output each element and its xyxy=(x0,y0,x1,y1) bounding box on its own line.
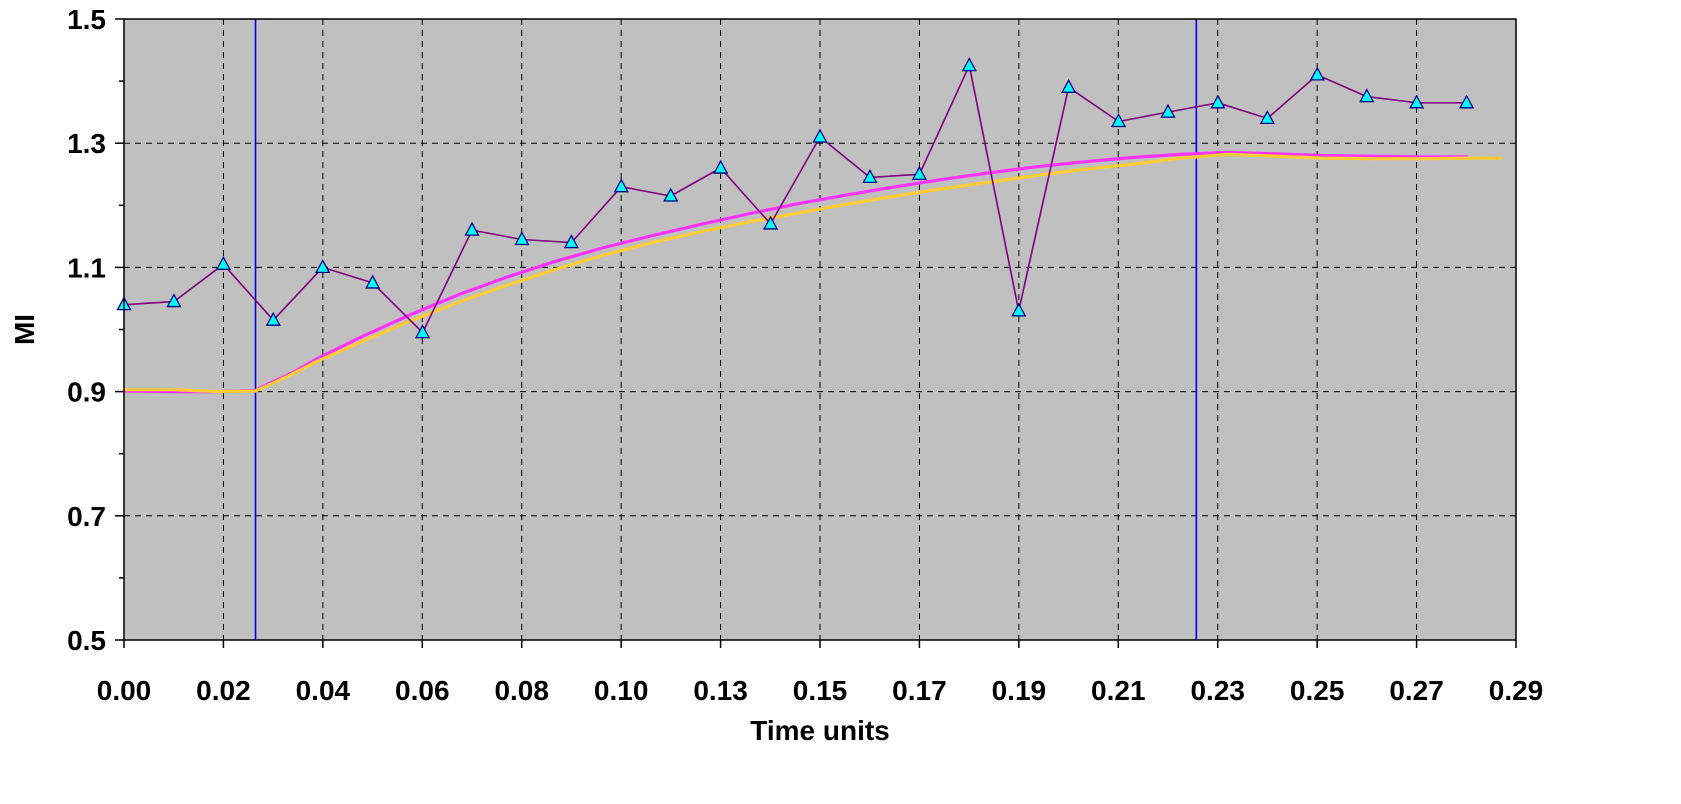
data-point xyxy=(911,165,927,180)
data-point xyxy=(166,293,182,308)
series-line xyxy=(123,64,1467,334)
x-tick-label: 0.27 xyxy=(1389,675,1444,706)
y-tick-label: 1.3 xyxy=(67,128,106,159)
x-tick-label: 0.15 xyxy=(793,675,848,706)
data-point xyxy=(514,231,530,246)
x-axis-title: Time units xyxy=(750,715,890,746)
data-point xyxy=(265,311,281,326)
data-point xyxy=(1061,78,1077,93)
axes: 0.00 0.02 0.04 0.06 0.08 0.10 0.13 0.15 0.17 0.19… xyxy=(67,4,1543,706)
x-tick-label: 0.13 xyxy=(693,675,748,706)
y-axis-title: MI xyxy=(9,314,40,345)
x-tick-label: 0.23 xyxy=(1190,675,1245,706)
y-tick-label: 0.9 xyxy=(67,377,106,408)
data-point xyxy=(1409,94,1425,109)
data-point xyxy=(414,324,431,339)
x-tick-label: 0.19 xyxy=(992,675,1047,706)
data-point xyxy=(365,274,381,289)
x-tick-label: 0.04 xyxy=(296,675,351,706)
y-tick-label: 1.1 xyxy=(67,252,106,283)
data-point xyxy=(613,178,629,193)
x-tick-label: 0.00 xyxy=(97,675,152,706)
y-tick-label: 1.5 xyxy=(67,4,106,35)
data-point xyxy=(563,234,579,249)
data-point xyxy=(1259,109,1275,125)
data-point xyxy=(762,215,779,230)
data-point xyxy=(1160,103,1176,118)
y-tick-label: 0.7 xyxy=(67,501,106,532)
data-point xyxy=(1011,302,1027,317)
data-point xyxy=(1458,94,1475,109)
data-point xyxy=(215,255,231,270)
data-point xyxy=(1309,66,1325,81)
x-tick-label: 0.10 xyxy=(594,675,649,706)
data-point xyxy=(961,57,977,72)
x-tick-label: 0.08 xyxy=(494,675,549,706)
vertical-markers xyxy=(254,19,1198,640)
data-point xyxy=(1210,94,1226,109)
x-tick-label: 0.17 xyxy=(892,675,947,706)
x-tick-label: 0.02 xyxy=(196,675,251,706)
data-point xyxy=(464,221,480,236)
data-point xyxy=(862,168,878,184)
data-point xyxy=(1359,88,1375,103)
x-tick-label: 0.06 xyxy=(395,675,450,706)
x-tick-label: 0.25 xyxy=(1290,675,1345,706)
series xyxy=(116,57,1502,394)
data-point xyxy=(315,259,331,274)
grid xyxy=(124,19,1516,640)
data-point xyxy=(812,128,828,143)
x-tick-label: 0.21 xyxy=(1091,675,1146,706)
data-point xyxy=(663,187,679,202)
series-line xyxy=(124,152,1502,394)
data-point xyxy=(713,159,729,174)
data-point xyxy=(1110,113,1127,128)
x-tick-label: 0.29 xyxy=(1489,675,1544,706)
y-tick-label: 0.5 xyxy=(67,625,106,656)
